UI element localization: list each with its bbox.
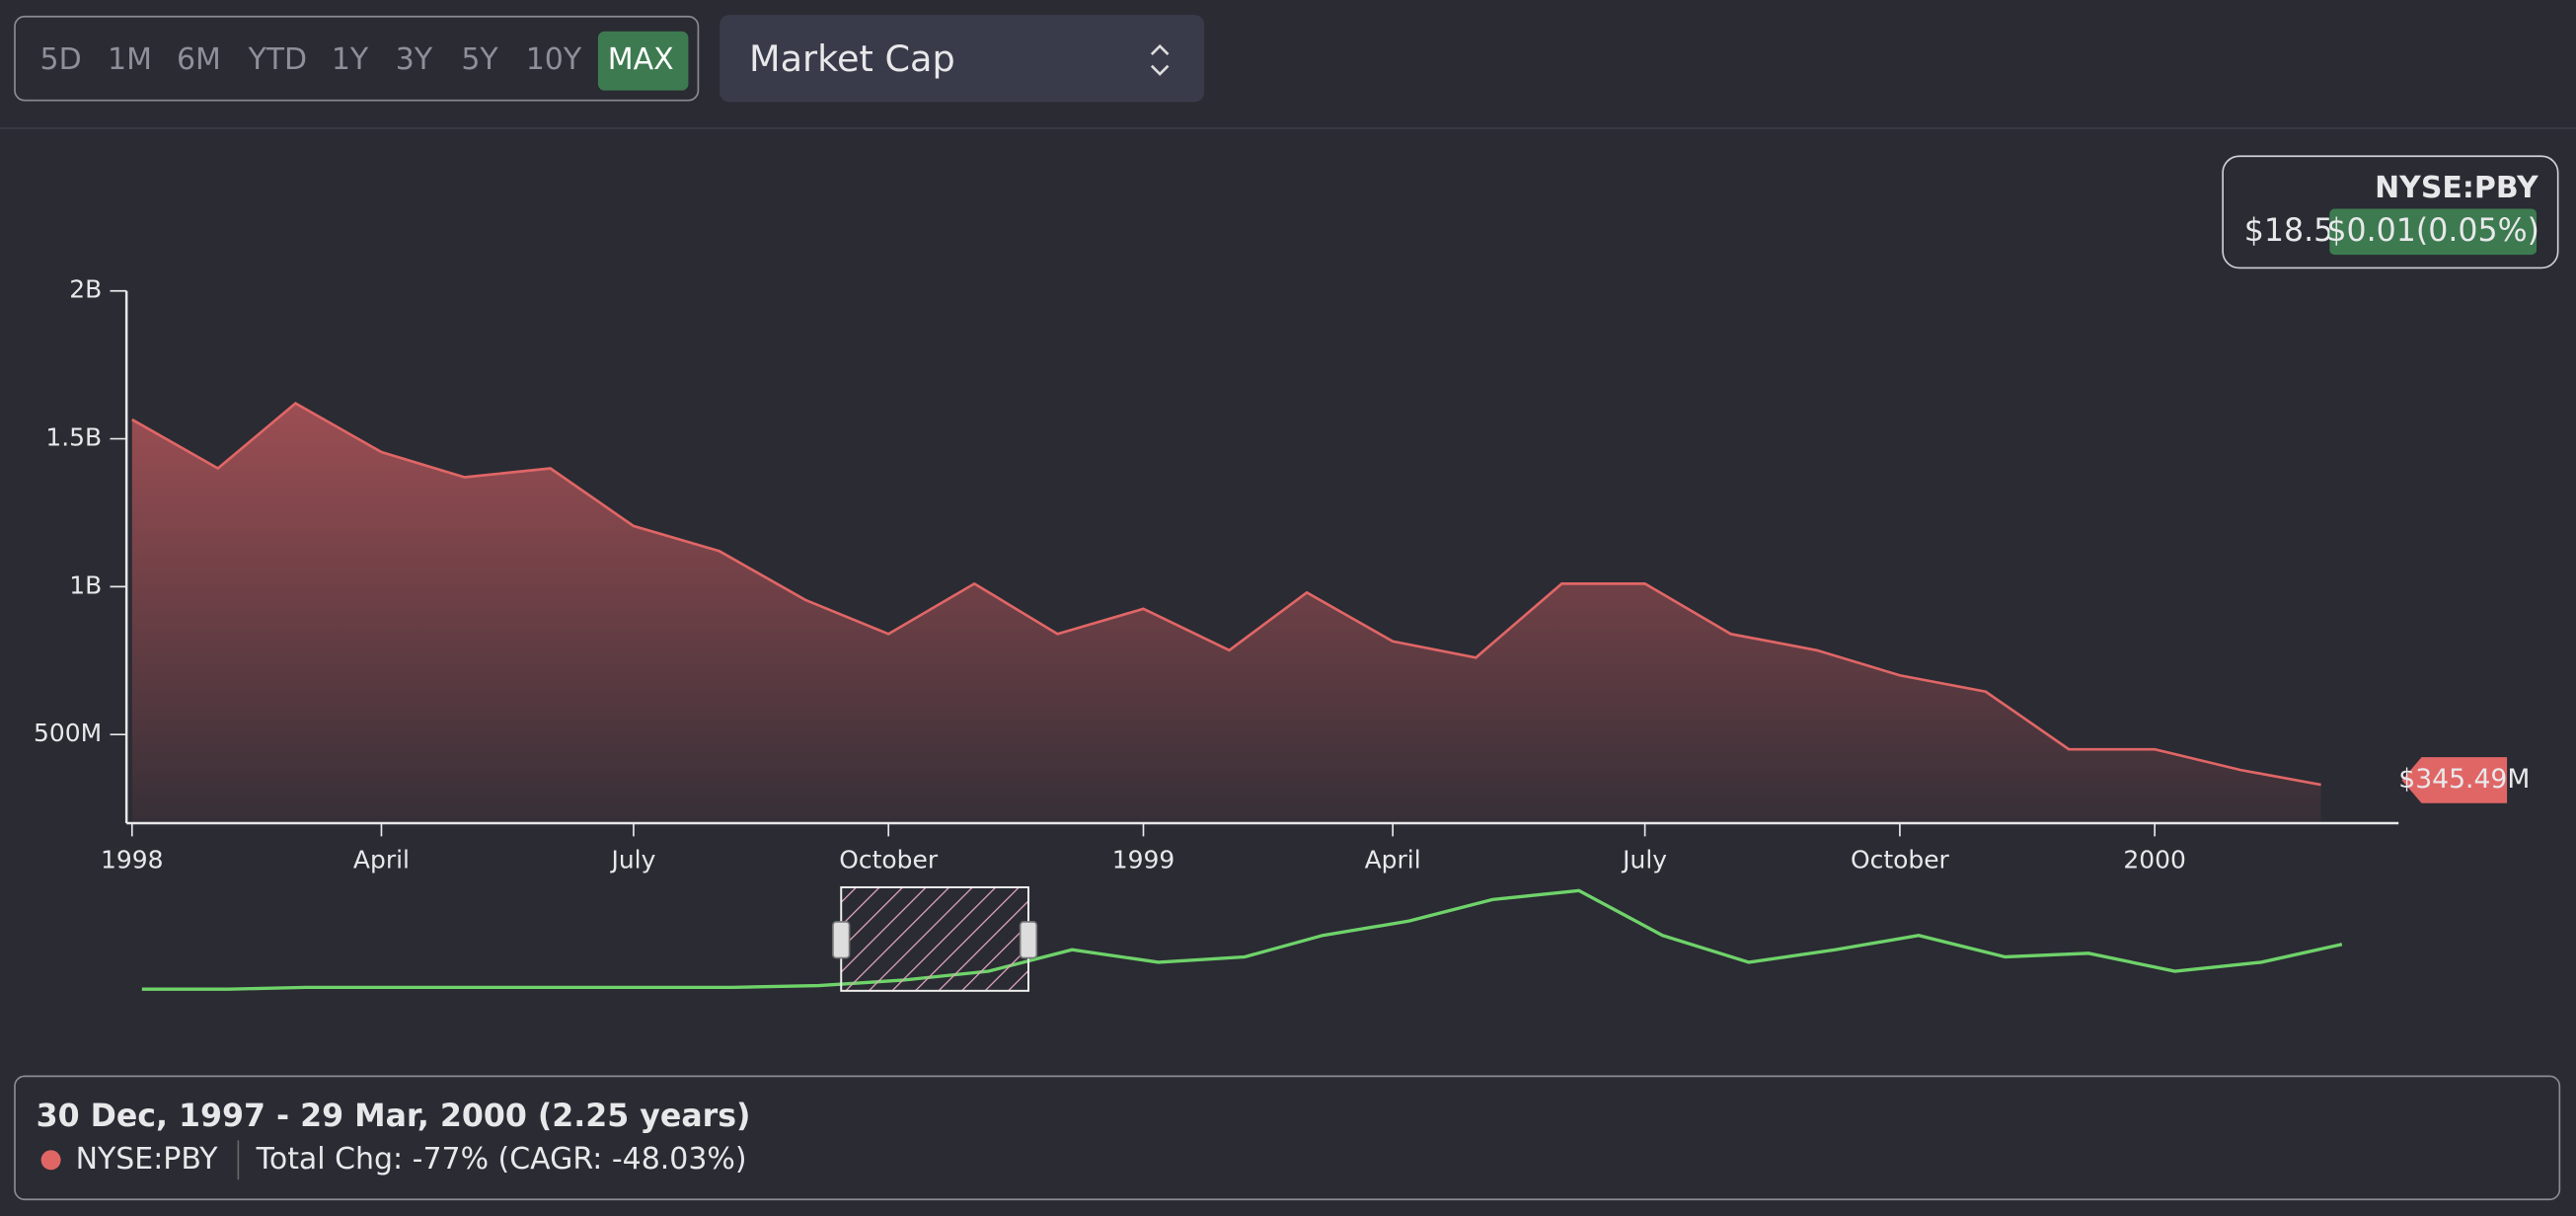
- legend-box: [2222, 155, 2559, 269]
- x-tick-label: 1999: [1112, 845, 1175, 874]
- current-value-tag: [2401, 757, 2508, 803]
- range-active-bg: [597, 31, 689, 91]
- select-chevron: [1150, 43, 1170, 76]
- range-button[interactable]: 6M: [177, 42, 221, 77]
- legend-price: $18.5: [2244, 213, 2334, 249]
- footer-change: Total Chg: -77% (CAGR: -48.03%): [256, 1142, 747, 1177]
- navigator-brush[interactable]: [840, 885, 1030, 992]
- footer-ticker: NYSE:PBY: [76, 1142, 219, 1177]
- x-tick-label: April: [1365, 845, 1421, 874]
- navigator-line: [141, 888, 2343, 991]
- line: [131, 401, 2321, 787]
- x-tick-label: 1998: [101, 845, 164, 874]
- range-button[interactable]: 1M: [108, 42, 152, 77]
- range-button[interactable]: 3Y: [396, 42, 433, 77]
- range-group: [14, 15, 700, 102]
- brush-handle[interactable]: [1019, 921, 1038, 959]
- y-tick-label: 500M: [34, 719, 102, 747]
- plot: 500M 1B 1.5B 2B 1998 April July October 1999 Apri…: [34, 275, 2530, 992]
- metric-select[interactable]: [720, 15, 1205, 103]
- footer-period: 30 Dec, 1997 - 29 Mar, 2000 (2.25 years): [37, 1099, 751, 1134]
- area-fill: [131, 403, 2321, 824]
- range-button[interactable]: YTD: [247, 42, 307, 77]
- legend-change-bg: [2329, 208, 2538, 256]
- x-tick-label: 2000: [2123, 845, 2186, 874]
- legend-change: $0.01(0.05%): [2326, 213, 2539, 249]
- range-buttons: 5D 1M 6M YTD 1Y 3Y 5Y 10Y MAX: [40, 31, 689, 91]
- x-tick-label: October: [1851, 845, 1950, 874]
- footer-box: [14, 1075, 2561, 1201]
- x-tick-label: July: [1621, 845, 1667, 874]
- y-tick-label: 1.5B: [45, 423, 102, 452]
- range-button[interactable]: 10Y: [526, 42, 582, 77]
- x-tick-label: April: [353, 845, 410, 874]
- brush-handle[interactable]: [832, 921, 851, 959]
- current-value-label: $345.49M: [2398, 764, 2530, 795]
- legend-ticker: NYSE:PBY: [2375, 171, 2538, 205]
- footer-dot: [40, 1150, 61, 1171]
- x-tick-label: July: [609, 845, 655, 874]
- range-button[interactable]: 1Y: [332, 42, 369, 77]
- range-button[interactable]: 5Y: [461, 42, 498, 77]
- x-tick-label: October: [839, 845, 939, 874]
- y-tick-label: 1B: [69, 570, 102, 599]
- range-button[interactable]: 5D: [40, 42, 82, 77]
- range-button[interactable]: MAX: [608, 42, 674, 77]
- y-tick-label: 2B: [69, 275, 102, 304]
- metric-label: Market Cap: [749, 38, 955, 80]
